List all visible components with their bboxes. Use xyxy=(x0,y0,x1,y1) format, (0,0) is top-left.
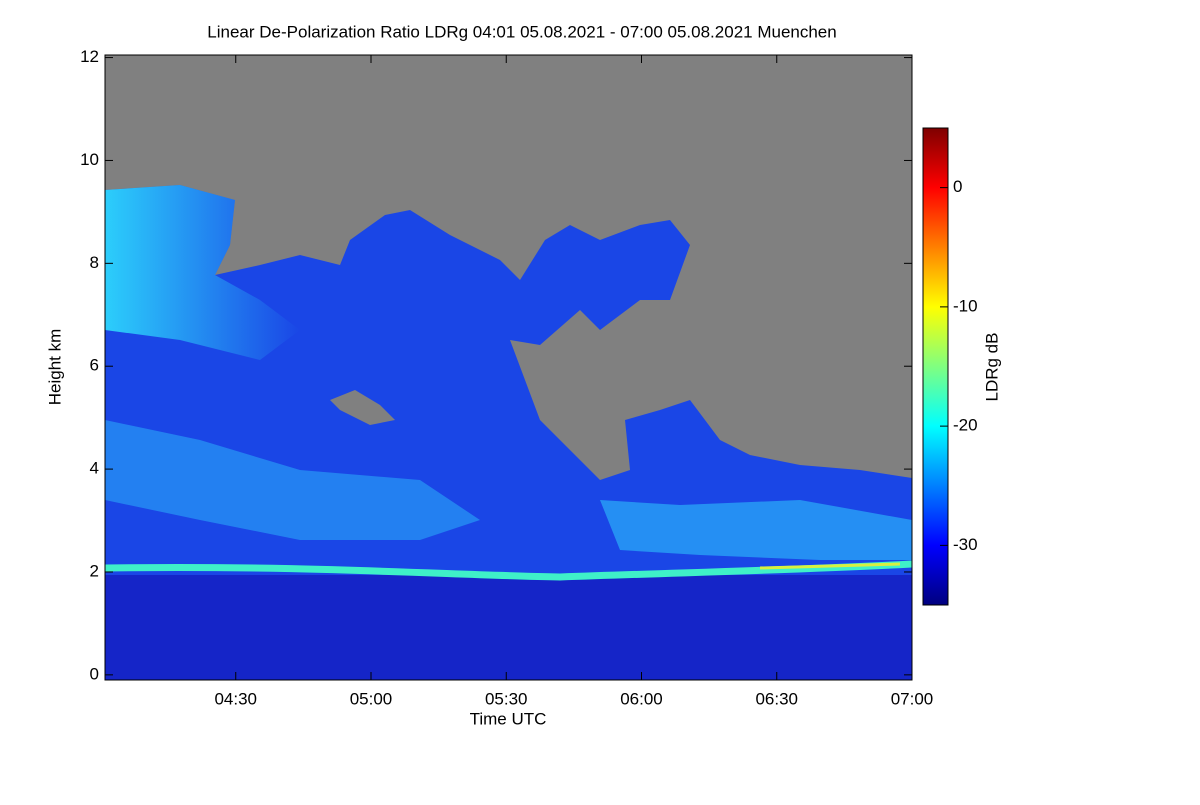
plot-frame xyxy=(104,54,913,681)
x-tick-label: 07:00 xyxy=(891,689,934,708)
y-tick-label: 12 xyxy=(80,47,99,66)
colorbar-tick-label: -30 xyxy=(953,535,978,554)
x-tick-label: 04:30 xyxy=(214,689,257,708)
x-tick-label: 06:00 xyxy=(620,689,663,708)
heatmap-image xyxy=(105,185,912,680)
x-axis-label: Time UTC xyxy=(470,709,547,728)
colorbar-tick-label: 0 xyxy=(953,177,962,196)
x-tick-label: 06:30 xyxy=(755,689,798,708)
y-tick-label: 2 xyxy=(90,561,99,580)
x-tick-label: 05:30 xyxy=(485,689,528,708)
y-axis-label: Height km xyxy=(45,329,64,406)
colorbar-tick-label: -10 xyxy=(953,296,978,315)
y-tick-label: 0 xyxy=(90,664,99,683)
colorbar xyxy=(922,127,949,606)
y-tick-label: 6 xyxy=(90,356,99,375)
x-tick-label: 05:00 xyxy=(350,689,393,708)
y-tick-label: 8 xyxy=(90,253,99,272)
colorbar-label: LDRg dB xyxy=(982,333,1001,402)
y-tick-label: 4 xyxy=(90,459,99,478)
y-tick-label: 10 xyxy=(80,150,99,169)
colorbar-tick-label: -20 xyxy=(953,416,978,435)
chart-title: Linear De-Polarization Ratio LDRg 04:01 … xyxy=(207,22,836,41)
